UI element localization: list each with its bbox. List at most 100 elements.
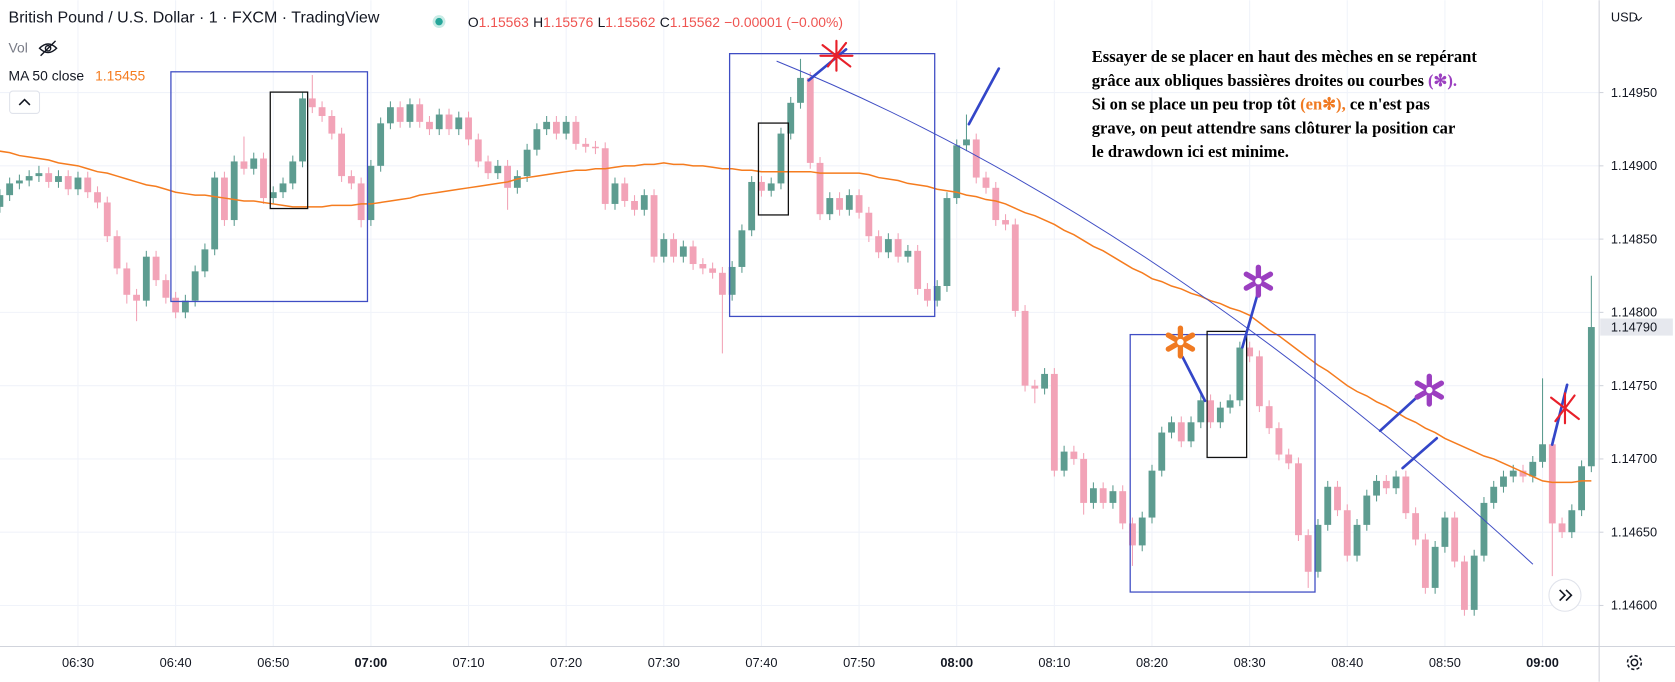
x-tick-label: 08:30 xyxy=(1234,655,1266,670)
candle-body xyxy=(894,239,902,257)
candle-body xyxy=(0,195,4,207)
candle-body xyxy=(1119,491,1127,524)
candle-body xyxy=(1353,524,1361,556)
hide-icon[interactable] xyxy=(38,40,58,57)
x-tick-label: 07:10 xyxy=(453,655,485,670)
candle-body xyxy=(406,104,414,122)
ohlc-key: H xyxy=(533,14,543,30)
candle-body xyxy=(377,123,385,166)
y-tick-label: 1.14700 xyxy=(1611,451,1657,466)
candle-body xyxy=(1529,461,1537,477)
candle-body xyxy=(924,288,931,301)
candle-body xyxy=(884,239,892,253)
candle-body xyxy=(201,249,209,272)
candle-body xyxy=(25,176,33,181)
candle-body xyxy=(1080,458,1088,503)
candle-body xyxy=(1138,517,1146,546)
note-line: Si on se place un peu trop tôt (en✻), ce… xyxy=(1092,95,1431,114)
symbol-title: British Pound / U.S. Dollar · 1 · FXCM ·… xyxy=(9,9,380,27)
x-tick-label: 08:10 xyxy=(1038,655,1070,670)
candle-body xyxy=(1500,476,1507,487)
note-part: ce n'est pas xyxy=(1346,95,1431,114)
volume-label: Vol xyxy=(9,40,28,56)
candle-body xyxy=(1470,555,1478,610)
candle-body xyxy=(74,177,82,190)
candle-body xyxy=(387,107,394,124)
candle-body xyxy=(728,266,736,295)
candle-body xyxy=(1363,495,1371,525)
plot xyxy=(0,58,1595,616)
x-tick-label: 07:40 xyxy=(745,655,777,670)
candle-body xyxy=(465,117,472,140)
candle-body xyxy=(1197,400,1205,423)
note-part: le drawdown ici est minime. xyxy=(1092,142,1289,161)
scroll-icon xyxy=(1559,589,1573,602)
candle-body xyxy=(250,158,258,169)
y-tick-label: 1.14750 xyxy=(1611,378,1657,393)
note-part: Essayer de se placer en haut des mèches … xyxy=(1092,47,1478,66)
last-price-label: 1.14790 xyxy=(1611,319,1657,334)
candle-body xyxy=(1099,488,1107,503)
candle-body xyxy=(1373,480,1380,496)
candle-body xyxy=(718,272,726,295)
pointer xyxy=(807,48,848,82)
status-dot xyxy=(435,17,443,26)
candle-body xyxy=(933,286,941,301)
candle-body xyxy=(1226,400,1234,408)
candle-body xyxy=(133,294,140,301)
settings-icon[interactable] xyxy=(1626,654,1643,671)
candle-body xyxy=(1021,310,1029,386)
candle-box xyxy=(757,122,790,216)
candle-body xyxy=(474,139,482,162)
ohlc-value: 1.15563 xyxy=(479,14,529,30)
cross-star xyxy=(1550,392,1580,425)
ma-label: MA 50 close xyxy=(9,67,85,83)
ohlc-key: O xyxy=(468,14,479,30)
candle-body xyxy=(1295,463,1302,536)
x-tick-label: 06:40 xyxy=(160,655,192,670)
candle-body xyxy=(611,183,619,204)
candle-body xyxy=(416,104,424,122)
candle-body xyxy=(1060,451,1068,471)
cross-star xyxy=(819,39,854,72)
collapse-button[interactable] xyxy=(9,90,41,114)
y-tick-label: 1.14800 xyxy=(1611,305,1657,320)
x-tick-label: 09:00 xyxy=(1526,655,1559,670)
note-line: grave, on peut attendre sans clôturer la… xyxy=(1092,118,1456,137)
candle-body xyxy=(6,183,14,196)
candle-body xyxy=(1421,539,1429,588)
pointer xyxy=(1241,293,1259,349)
candle-body xyxy=(1129,523,1136,546)
ohlc-value: 1.15562 xyxy=(670,14,720,30)
candle-body xyxy=(777,133,785,184)
candle-body xyxy=(1216,407,1224,423)
candle-body xyxy=(426,121,433,130)
currency-label[interactable]: USD xyxy=(1611,10,1638,25)
y-tick-label: 1.14950 xyxy=(1611,85,1657,100)
candle-body xyxy=(533,129,541,150)
candle-body xyxy=(1002,220,1009,225)
candle-body xyxy=(601,148,609,204)
candle-body xyxy=(455,117,463,130)
note-part: (✻). xyxy=(1428,71,1457,90)
note-line: Essayer de se placer en haut des mèches … xyxy=(1092,47,1478,66)
note-part: Si on se place un peu trop tôt xyxy=(1092,95,1300,114)
candle-body xyxy=(1343,510,1351,556)
pointer xyxy=(967,67,1001,126)
candle-body xyxy=(631,201,638,210)
candle-body xyxy=(640,195,648,210)
candle-body xyxy=(826,198,834,215)
candle-body xyxy=(318,107,326,117)
candle-body xyxy=(269,192,277,199)
candle-body xyxy=(435,114,443,130)
candle-body xyxy=(982,177,990,188)
candle-body xyxy=(396,107,404,122)
candle-body xyxy=(64,176,72,190)
candle-body xyxy=(592,146,599,149)
note-part: (en✻), xyxy=(1300,95,1346,114)
candle-body xyxy=(1568,510,1576,533)
candle-body xyxy=(806,77,814,163)
candle-body xyxy=(562,121,570,134)
